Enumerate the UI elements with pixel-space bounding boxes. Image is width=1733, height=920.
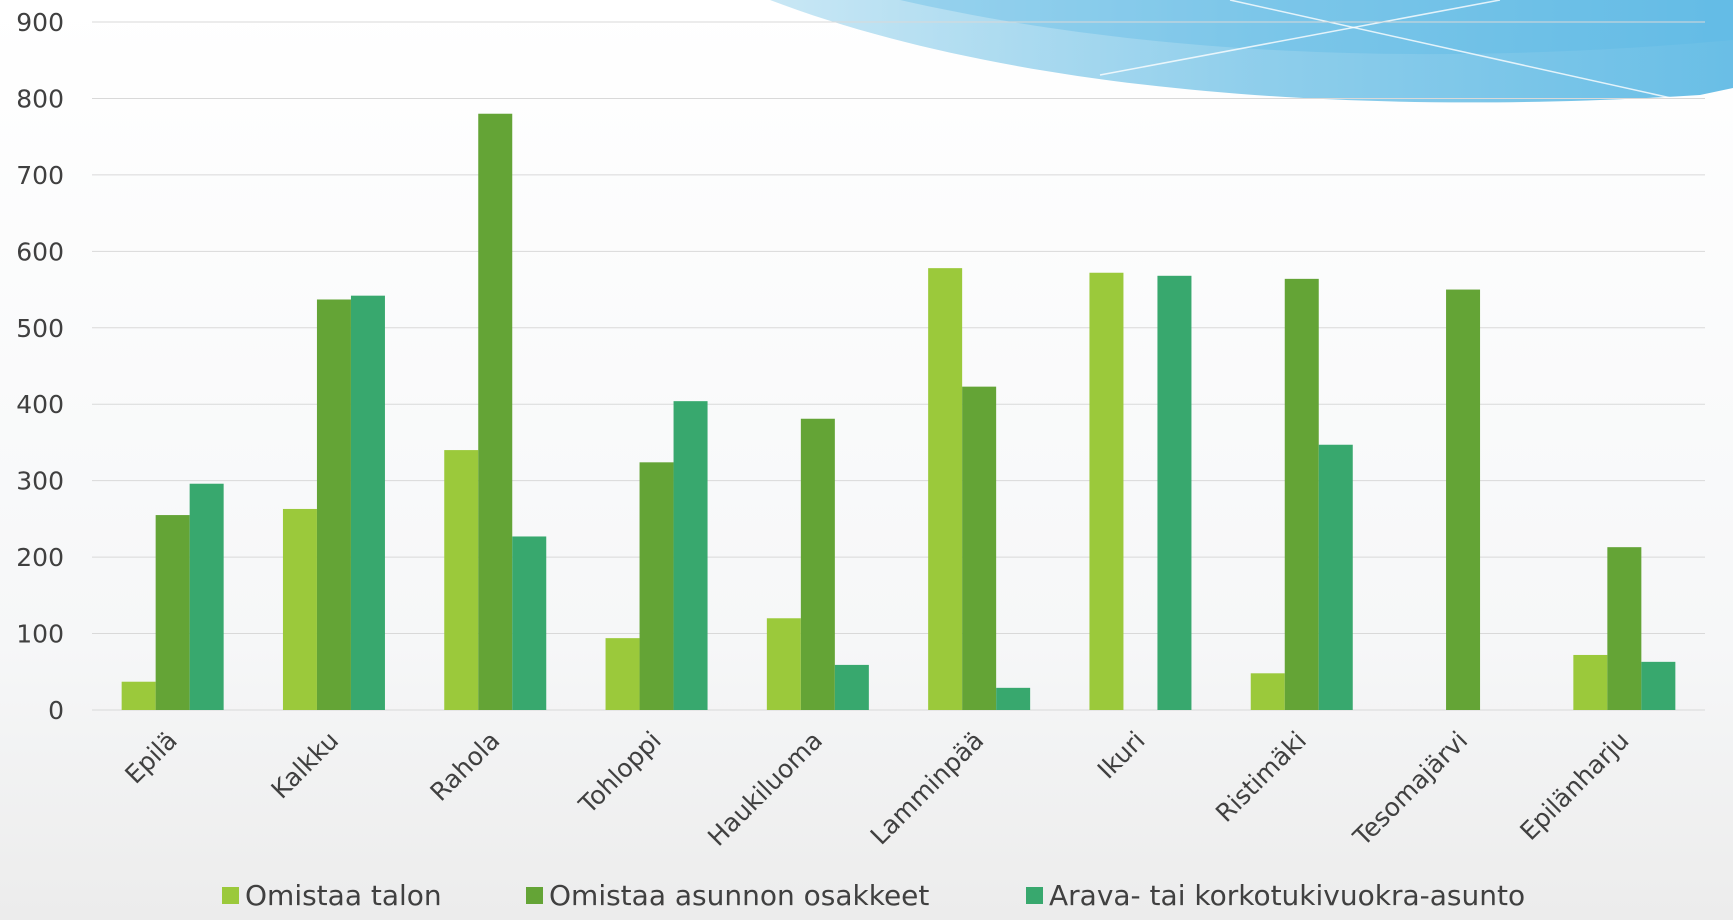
x-tick-label: Ikuri bbox=[1092, 726, 1151, 785]
x-axis: Epilä Kalkku Rahola Tohloppi Haukiluoma Lammi… bbox=[119, 726, 1634, 852]
y-tick-label: 0 bbox=[48, 696, 64, 725]
bar bbox=[1641, 661, 1676, 710]
x-tick-label: Epilänharju bbox=[1514, 726, 1634, 846]
bar bbox=[605, 638, 640, 710]
bar bbox=[1250, 673, 1285, 710]
bar bbox=[189, 483, 224, 710]
bar bbox=[1157, 275, 1192, 710]
bar bbox=[928, 268, 963, 710]
bar bbox=[1446, 289, 1481, 710]
bar bbox=[155, 515, 190, 710]
x-tick-label: Kalkku bbox=[266, 726, 345, 805]
x-tick-label: Rahola bbox=[424, 726, 505, 807]
x-tick-label: Tesomajärvi bbox=[1347, 726, 1473, 852]
bar bbox=[121, 681, 156, 710]
y-tick-label: 800 bbox=[16, 84, 64, 113]
x-tick-label: Epilä bbox=[119, 726, 183, 790]
bar bbox=[673, 401, 708, 710]
bar bbox=[766, 618, 801, 710]
bar bbox=[1089, 272, 1124, 710]
y-tick-label: 600 bbox=[16, 237, 64, 266]
bar bbox=[962, 386, 997, 710]
bar bbox=[1573, 654, 1608, 710]
bar bbox=[834, 664, 869, 710]
legend-swatch bbox=[526, 887, 543, 904]
bar bbox=[1607, 547, 1642, 710]
decorative-swoosh bbox=[770, 0, 1733, 103]
x-tick-label: Ristimäki bbox=[1210, 726, 1312, 828]
x-tick-label: Tohloppi bbox=[573, 726, 667, 820]
y-tick-label: 100 bbox=[16, 620, 64, 649]
bars bbox=[121, 113, 1676, 710]
legend: Omistaa talon Omistaa asunnon osakkeet Ara… bbox=[222, 879, 1525, 912]
bar bbox=[639, 462, 674, 710]
legend-label: Omistaa asunnon osakkeet bbox=[549, 879, 929, 912]
bar bbox=[1318, 444, 1353, 710]
bar bbox=[350, 295, 385, 710]
bar bbox=[512, 536, 547, 710]
y-tick-label: 900 bbox=[16, 8, 64, 37]
y-tick-label: 200 bbox=[16, 543, 64, 572]
y-tick-label: 500 bbox=[16, 314, 64, 343]
legend-swatch bbox=[222, 887, 239, 904]
y-tick-label: 300 bbox=[16, 467, 64, 496]
legend-swatch bbox=[1026, 887, 1043, 904]
y-axis: 0 100 200 300 400 500 600 700 800 900 bbox=[16, 8, 64, 725]
bar bbox=[444, 450, 479, 710]
bar bbox=[478, 113, 513, 710]
bar bbox=[1284, 278, 1319, 710]
legend-label: Arava- tai korkotukivuokra-asunto bbox=[1049, 879, 1525, 912]
legend-label: Omistaa talon bbox=[245, 879, 442, 912]
y-tick-label: 700 bbox=[16, 161, 64, 190]
x-tick-label: Haukiluoma bbox=[702, 726, 828, 852]
bar bbox=[800, 418, 835, 710]
bar bbox=[316, 299, 351, 710]
bar bbox=[282, 508, 317, 710]
y-tick-label: 400 bbox=[16, 390, 64, 419]
bar bbox=[996, 687, 1031, 710]
x-tick-label: Lamminpää bbox=[865, 726, 990, 851]
